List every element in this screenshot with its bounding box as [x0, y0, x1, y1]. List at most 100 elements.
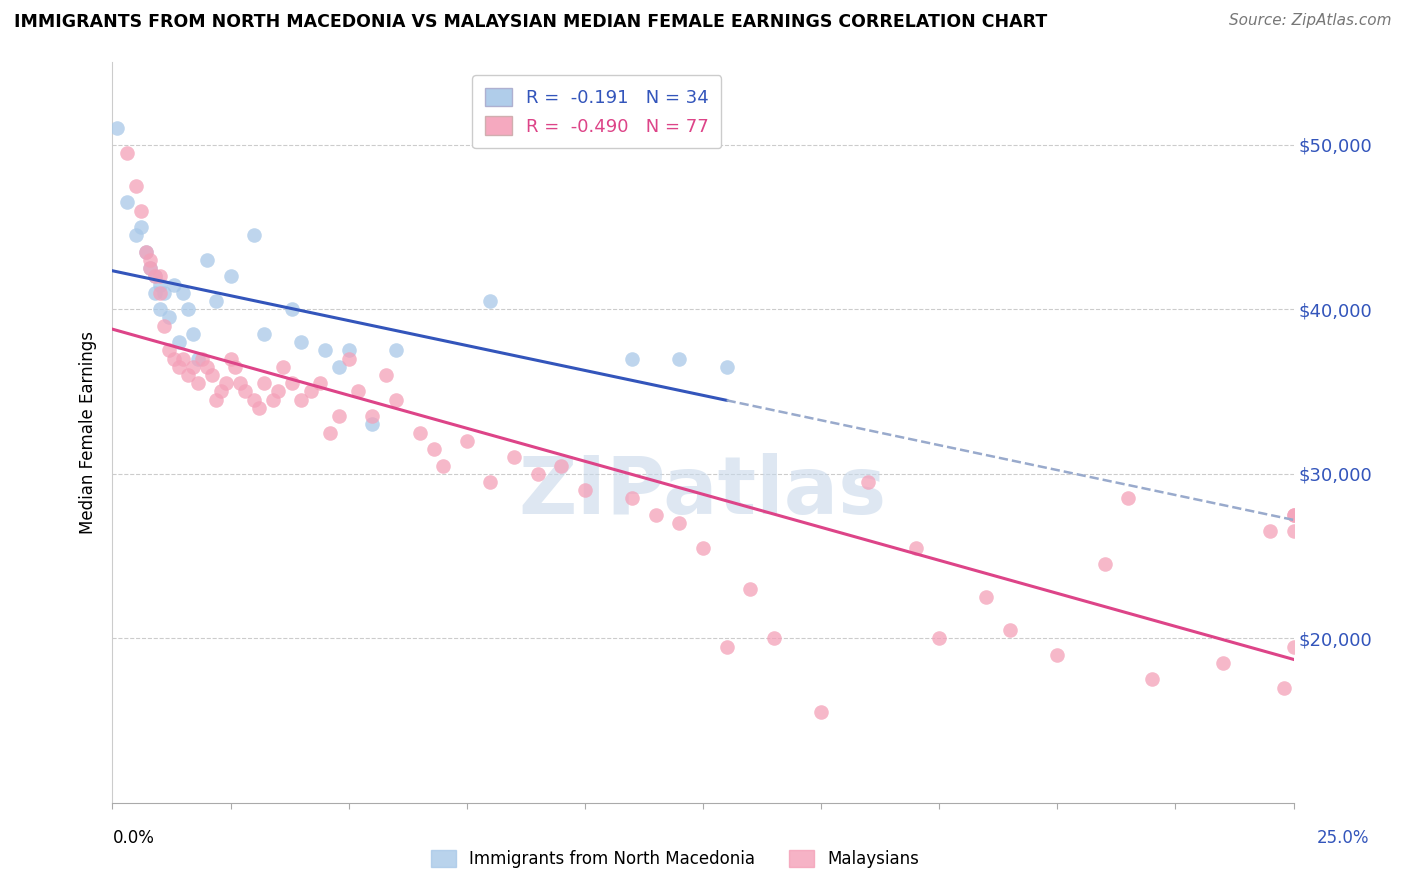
Point: [328, 359, 350, 374]
Point: [167, 335, 190, 350]
Text: ZIPatlas: ZIPatlas: [519, 453, 887, 531]
Point: [716, 359, 738, 374]
Point: [574, 483, 596, 498]
Point: [125, 178, 148, 193]
Point: [143, 285, 166, 300]
Point: [186, 351, 208, 366]
Point: [201, 368, 224, 382]
Point: [1116, 491, 1139, 506]
Point: [281, 376, 304, 391]
Point: [319, 425, 342, 440]
Point: [526, 467, 548, 481]
Point: [209, 384, 232, 399]
Point: [139, 252, 162, 267]
Text: Source: ZipAtlas.com: Source: ZipAtlas.com: [1229, 13, 1392, 29]
Point: [143, 269, 166, 284]
Point: [361, 417, 384, 432]
Point: [219, 269, 242, 284]
Point: [105, 121, 128, 136]
Point: [149, 302, 172, 317]
Point: [375, 368, 398, 382]
Point: [224, 359, 246, 374]
Point: [139, 261, 162, 276]
Point: [740, 582, 762, 596]
Point: [668, 516, 690, 530]
Point: [262, 392, 284, 407]
Point: [135, 244, 157, 259]
Point: [125, 228, 148, 243]
Point: [299, 384, 322, 399]
Point: [215, 376, 238, 391]
Legend: R =  -0.191   N = 34, R =  -0.490   N = 77: R = -0.191 N = 34, R = -0.490 N = 77: [472, 75, 721, 148]
Point: [149, 277, 172, 292]
Point: [243, 228, 266, 243]
Point: [621, 351, 644, 366]
Point: [1212, 656, 1234, 670]
Point: [385, 392, 408, 407]
Point: [290, 392, 312, 407]
Point: [205, 293, 228, 308]
Point: [143, 269, 166, 284]
Point: [408, 425, 430, 440]
Point: [149, 269, 172, 284]
Point: [243, 392, 266, 407]
Point: [157, 310, 180, 325]
Point: [1282, 508, 1305, 522]
Point: [361, 409, 384, 424]
Point: [422, 442, 444, 456]
Point: [271, 359, 294, 374]
Point: [181, 326, 204, 341]
Point: [1282, 524, 1305, 539]
Point: [1272, 681, 1295, 695]
Point: [281, 302, 304, 317]
Point: [195, 359, 218, 374]
Point: [668, 351, 690, 366]
Y-axis label: Median Female Earnings: Median Female Earnings: [79, 331, 97, 534]
Point: [163, 277, 186, 292]
Point: [129, 219, 152, 234]
Point: [219, 351, 242, 366]
Legend: Immigrants from North Macedonia, Malaysians: Immigrants from North Macedonia, Malaysi…: [425, 843, 925, 875]
Point: [432, 458, 454, 473]
Text: 25.0%: 25.0%: [1316, 829, 1369, 847]
Point: [1282, 508, 1305, 522]
Point: [253, 376, 276, 391]
Point: [456, 434, 478, 448]
Point: [177, 368, 200, 382]
Point: [1282, 640, 1305, 654]
Point: [115, 195, 138, 210]
Point: [998, 623, 1021, 637]
Point: [337, 343, 360, 358]
Point: [153, 285, 176, 300]
Point: [163, 351, 186, 366]
Point: [229, 376, 252, 391]
Point: [253, 326, 276, 341]
Point: [172, 351, 194, 366]
Point: [858, 475, 880, 489]
Point: [309, 376, 332, 391]
Point: [762, 632, 785, 646]
Point: [314, 343, 336, 358]
Point: [267, 384, 290, 399]
Point: [139, 261, 162, 276]
Point: [479, 475, 502, 489]
Point: [177, 302, 200, 317]
Point: [904, 541, 927, 555]
Point: [233, 384, 256, 399]
Point: [1258, 524, 1281, 539]
Text: IMMIGRANTS FROM NORTH MACEDONIA VS MALAYSIAN MEDIAN FEMALE EARNINGS CORRELATION : IMMIGRANTS FROM NORTH MACEDONIA VS MALAY…: [14, 13, 1047, 31]
Text: 0.0%: 0.0%: [112, 829, 155, 847]
Point: [205, 392, 228, 407]
Point: [644, 508, 666, 522]
Point: [716, 640, 738, 654]
Point: [1046, 648, 1069, 662]
Point: [337, 351, 360, 366]
Point: [129, 203, 152, 218]
Point: [195, 252, 218, 267]
Point: [149, 285, 172, 300]
Point: [135, 244, 157, 259]
Point: [692, 541, 714, 555]
Point: [172, 285, 194, 300]
Point: [167, 359, 190, 374]
Point: [928, 632, 950, 646]
